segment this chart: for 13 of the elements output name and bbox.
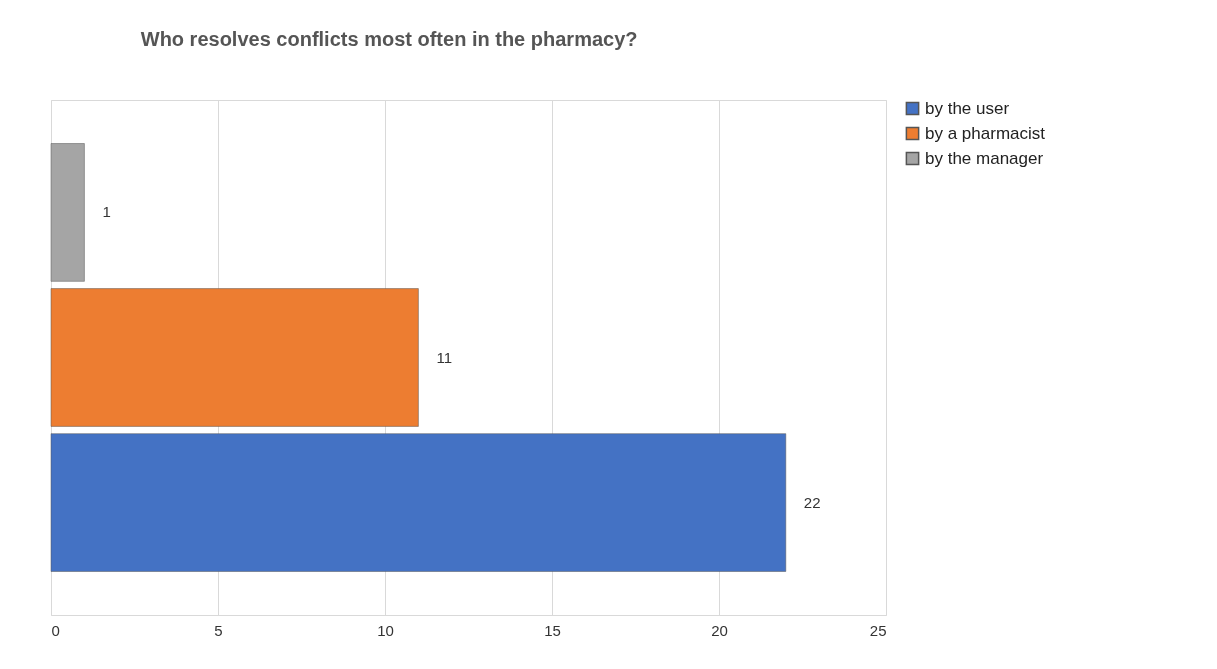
data-label: 22 bbox=[803, 493, 821, 511]
x-tick-label: 10 bbox=[377, 621, 394, 639]
x-tick-label: 5 bbox=[214, 621, 223, 639]
x-tick-label: 0 bbox=[51, 621, 60, 639]
legend-label: by a pharmacist bbox=[925, 123, 1046, 143]
x-tick-label: 20 bbox=[711, 621, 728, 639]
legend-label: by the manager bbox=[925, 148, 1044, 168]
chart-title: Who resolves conflicts most often in the pharmacy? bbox=[140, 28, 638, 50]
data-label: 1 bbox=[102, 203, 111, 221]
x-tick-label: 25 bbox=[869, 621, 887, 639]
legend-label: by the user bbox=[925, 98, 1010, 118]
data-label: 11 bbox=[436, 348, 452, 366]
x-tick-label: 15 bbox=[544, 621, 561, 639]
